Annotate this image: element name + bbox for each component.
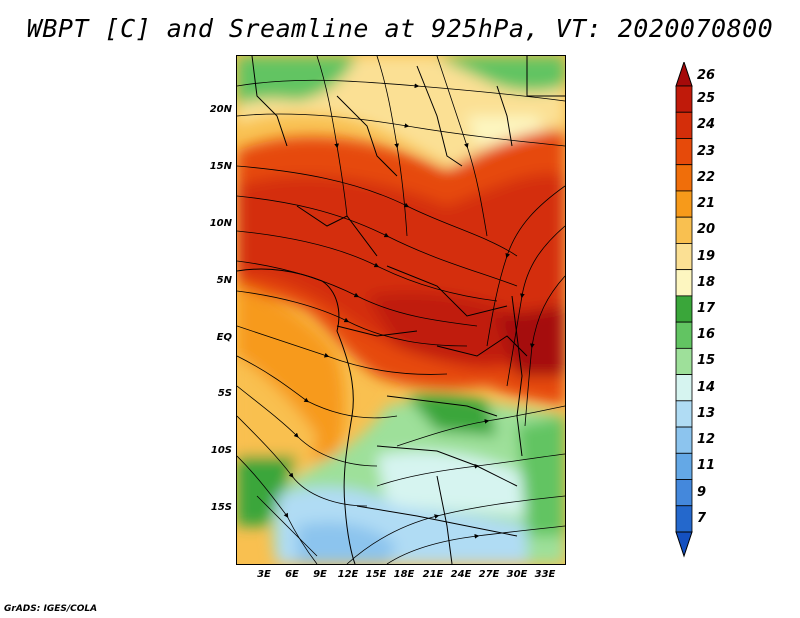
colorbar-label: 12 [697,432,716,448]
colorbar-segment [675,85,693,113]
colorbar-label: 18 [697,274,716,290]
lat-label-15n: 15N [209,161,232,172]
colorbar-label: 19 [697,248,716,264]
lon-label-33e: 33E [534,569,556,580]
colorbar-label: 26 [697,68,716,83]
lon-label-18e: 18E [393,569,415,580]
colorbar-label: 21 [697,196,716,212]
colorbar-segment [675,347,693,375]
colorbar-segment [675,426,693,454]
colorbar-label: 15 [697,353,716,369]
colorbar-segment [675,164,693,192]
colorbar-segment [675,452,693,480]
colorbar-graphic [675,62,693,558]
lon-label-21e: 21E [422,569,444,580]
colorbar-label: 23 [697,143,716,159]
colorbar-bottom-triangle [675,531,693,558]
lat-label-10s: 10S [210,445,232,456]
colorbar-label: 16 [697,327,716,343]
colorbar-segment [675,374,693,402]
colorbar-label: 9 [697,484,707,500]
map-title: WBPT [C] and Sreamline at 925hPa, VT: 20… [26,14,774,43]
lon-label-3e: 3E [257,569,271,580]
colorbar-label: 25 [697,91,716,107]
colorbar-segment [675,400,693,428]
colorbar-segment [675,243,693,271]
lon-label-9e: 9E [313,569,327,580]
map-panel [236,55,566,565]
colorbar-label: 7 [697,510,707,526]
lon-label-6e: 6E [285,569,299,580]
colorbar-segment [675,111,693,139]
colorbar-segment [675,295,693,323]
lon-label-15e: 15E [365,569,387,580]
lon-label-24e: 24E [450,569,472,580]
colorbar-segment [675,190,693,218]
colorbar-label: 13 [697,405,716,421]
colorbar-segment [675,269,693,297]
lat-label-eq: EQ [216,332,232,343]
colorbar-segment [675,505,693,533]
lon-label-30e: 30E [506,569,528,580]
lon-label-12e: 12E [337,569,359,580]
colorbar-top-triangle [675,62,693,87]
colorbar-segment [675,479,693,507]
colorbar-label: 11 [697,458,716,474]
lat-label-15s: 15S [210,502,232,513]
colorbar-label: 24 [697,117,716,133]
lat-label-5n: 5N [216,275,232,286]
lon-label-27e: 27E [478,569,500,580]
colorbar-label: 22 [697,169,716,185]
colorbar-segment [675,216,693,244]
wbpt-field [237,56,565,564]
lat-label-20n: 20N [209,104,232,115]
colorbar-label: 14 [697,379,716,395]
lat-label-10n: 10N [209,218,232,229]
colorbar-label: 20 [697,222,716,238]
colorbar-segment [675,321,693,349]
grads-credit: GrADS: IGES/COLA [4,604,98,614]
colorbar-label: 17 [697,301,716,316]
lat-label-5s: 5S [217,388,232,399]
colorbar-segment [675,138,693,166]
